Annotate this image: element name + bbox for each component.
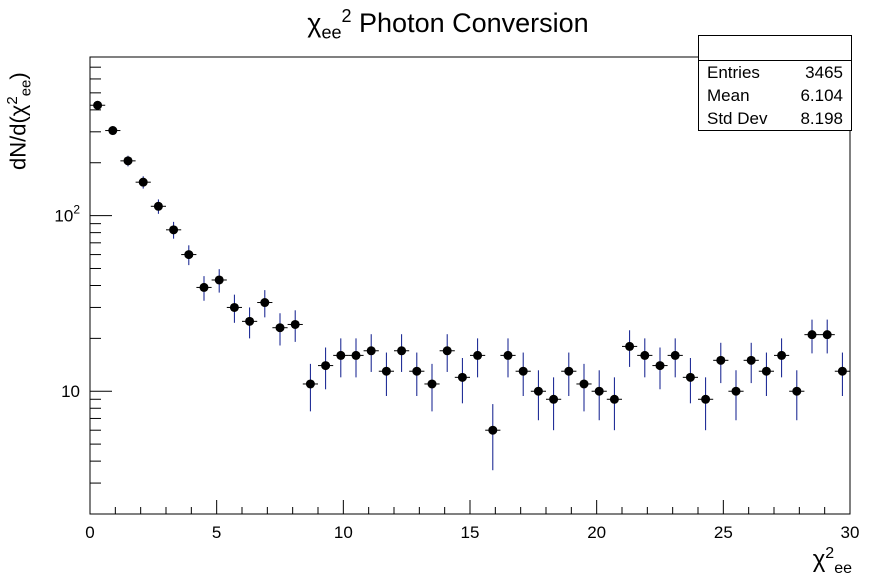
y-axis-label: dN/d(χ2ee) <box>4 72 35 170</box>
data-point <box>442 346 452 356</box>
title-chi: χ <box>307 8 322 38</box>
x-axis-label: χ2ee <box>813 545 852 578</box>
data-point <box>123 156 133 166</box>
data-point <box>625 341 635 351</box>
data-point <box>108 126 118 136</box>
data-point <box>792 386 802 396</box>
data-point <box>138 177 148 187</box>
data-point <box>579 379 589 389</box>
ylabel-sub: ee <box>17 79 35 97</box>
data-point <box>518 366 528 376</box>
data-point <box>731 386 741 396</box>
data-point <box>822 330 832 340</box>
data-point <box>701 394 711 404</box>
title-text: Photon Conversion <box>351 8 589 38</box>
data-point <box>837 366 847 376</box>
mean-value: 6.104 <box>800 86 843 105</box>
stats-entries-row: Entries 3465 <box>699 61 851 84</box>
data-point <box>761 366 771 376</box>
ylabel-pre: dN/d( <box>5 116 31 170</box>
stats-header <box>699 36 851 61</box>
data-point <box>93 100 103 110</box>
ylabel-sup: 2 <box>4 96 21 105</box>
xlabel-chi: χ <box>812 546 826 574</box>
data-point <box>351 350 361 360</box>
data-point <box>503 350 513 360</box>
data-point <box>169 225 179 235</box>
data-point <box>457 372 467 382</box>
title-sup: 2 <box>341 6 352 26</box>
data-point <box>245 316 255 326</box>
data-point <box>488 425 498 435</box>
data-point <box>594 386 604 396</box>
data-point <box>153 201 163 211</box>
data-point <box>199 282 209 292</box>
data-point <box>336 350 346 360</box>
x-tick-label: 5 <box>212 523 221 542</box>
data-point <box>229 302 239 312</box>
x-tick-label: 0 <box>85 523 94 542</box>
data-point <box>655 361 665 371</box>
data-point <box>473 350 483 360</box>
chart-title: χee2 Photon Conversion <box>0 6 896 43</box>
y-tick-label: 102 <box>54 203 80 226</box>
data-series <box>90 100 850 471</box>
data-point <box>716 355 726 365</box>
y-tick-label: 10 <box>61 382 80 401</box>
data-point <box>427 379 437 389</box>
x-axis: 0 5 10 15 20 25 30 <box>85 500 859 542</box>
title-sub: ee <box>321 22 342 43</box>
data-point <box>214 275 224 285</box>
data-point <box>290 319 300 329</box>
data-point <box>412 366 422 376</box>
data-point <box>366 346 376 356</box>
y-axis: 10 102 <box>54 56 112 515</box>
data-point <box>746 355 756 365</box>
data-point <box>184 250 194 260</box>
data-point <box>777 350 787 360</box>
std-value: 8.198 <box>800 109 843 128</box>
x-tick-label: 20 <box>587 523 606 542</box>
xlabel-sub: ee <box>834 560 852 577</box>
x-tick-label: 25 <box>714 523 733 542</box>
data-point <box>670 350 680 360</box>
data-point <box>564 366 574 376</box>
data-point <box>640 350 650 360</box>
data-point <box>397 346 407 356</box>
data-point <box>609 394 619 404</box>
stats-std-row: Std Dev 8.198 <box>699 107 851 130</box>
entries-value: 3465 <box>805 63 843 82</box>
x-tick-label: 30 <box>841 523 860 542</box>
data-point <box>533 386 543 396</box>
x-tick-label: 10 <box>334 523 353 542</box>
ylabel-chi: χ <box>5 104 31 117</box>
stats-box: Entries 3465 Mean 6.104 Std Dev 8.198 <box>698 35 852 131</box>
entries-label: Entries <box>707 63 760 82</box>
data-point <box>807 330 817 340</box>
x-tick-label: 15 <box>461 523 480 542</box>
xlabel-sup: 2 <box>825 545 835 563</box>
data-point <box>275 323 285 333</box>
data-point <box>321 361 331 371</box>
ylabel-post: ) <box>5 72 31 80</box>
data-point <box>260 298 270 308</box>
data-point <box>549 394 559 404</box>
data-point <box>381 366 391 376</box>
data-point <box>305 379 315 389</box>
data-point <box>685 372 695 382</box>
std-label: Std Dev <box>707 109 768 128</box>
mean-label: Mean <box>707 86 750 105</box>
stats-mean-row: Mean 6.104 <box>699 84 851 107</box>
